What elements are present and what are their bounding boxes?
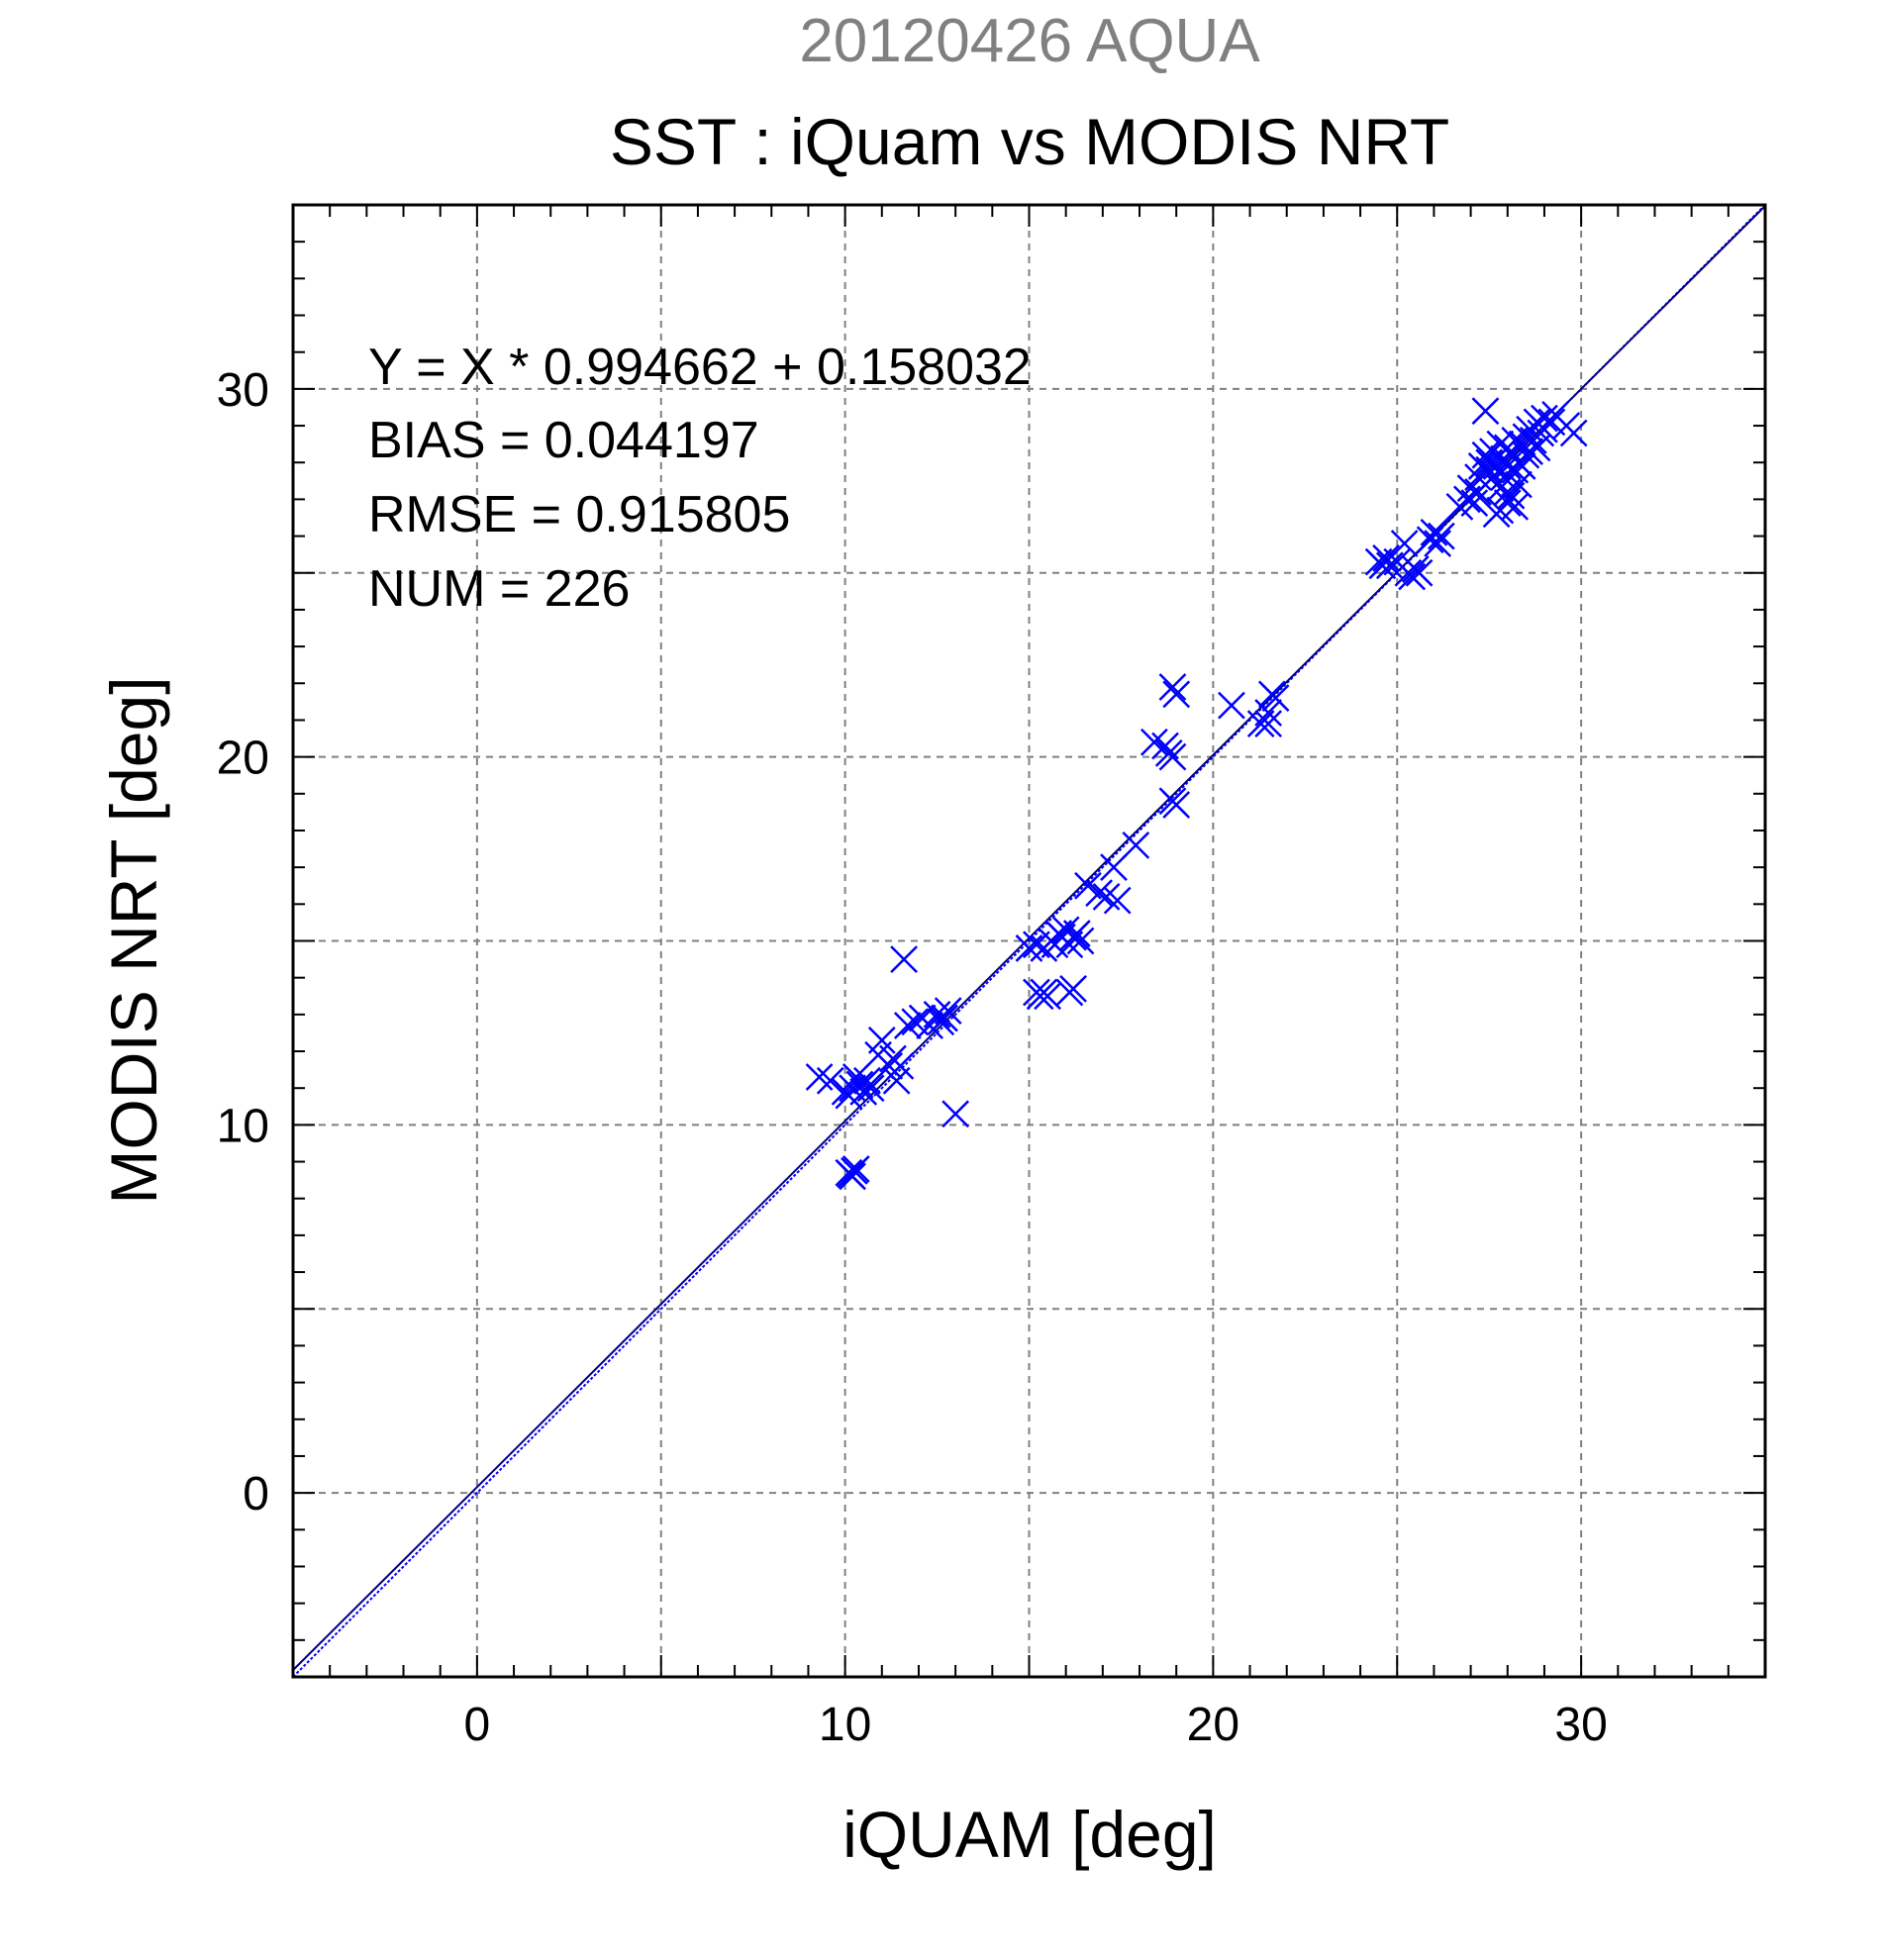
data-point <box>1066 927 1095 955</box>
data-point <box>1420 518 1448 546</box>
data-point <box>1092 883 1121 911</box>
chart-title: SST : iQuam vs MODIS NRT <box>610 105 1449 178</box>
data-point <box>1516 438 1543 465</box>
grid-lines <box>293 205 1765 1677</box>
stats-bias: BIAS = 0.044197 <box>368 412 759 469</box>
data-point <box>1059 974 1087 1003</box>
data-point <box>856 1074 885 1103</box>
x-tick-label: 20 <box>1187 1699 1239 1751</box>
chart-supertitle: 20120426 AQUA <box>799 7 1260 75</box>
data-points <box>805 397 1588 1191</box>
data-point <box>1015 934 1043 962</box>
data-point <box>934 997 962 1026</box>
y-tick-label: 0 <box>243 1468 269 1520</box>
data-point <box>1218 691 1245 720</box>
stats-rmse: RMSE = 0.915805 <box>368 486 790 543</box>
data-point <box>849 1078 878 1106</box>
data-point <box>1479 448 1507 477</box>
data-point <box>1158 742 1187 771</box>
data-point <box>853 1066 881 1095</box>
data-point <box>1464 478 1492 506</box>
data-point <box>1062 920 1091 947</box>
data-point <box>1034 982 1061 1011</box>
data-point <box>886 1052 915 1080</box>
data-point <box>805 1063 834 1091</box>
x-tick-label: 0 <box>464 1699 491 1751</box>
data-point <box>931 1004 958 1032</box>
data-point <box>1261 684 1290 713</box>
data-point <box>890 945 918 973</box>
data-point <box>1100 853 1128 882</box>
data-point <box>867 1026 896 1054</box>
data-point <box>1103 886 1132 915</box>
data-point <box>1508 452 1536 480</box>
data-point <box>1254 710 1283 738</box>
data-point <box>1254 699 1283 727</box>
data-point <box>1085 879 1114 908</box>
y-tick-label: 30 <box>217 364 269 417</box>
data-point <box>923 1000 951 1029</box>
data-point <box>941 1100 970 1128</box>
data-point <box>1162 680 1191 709</box>
y-tick-label: 10 <box>217 1100 269 1152</box>
data-point <box>1416 526 1444 554</box>
data-point <box>1475 455 1504 484</box>
data-point <box>1559 419 1588 447</box>
data-point <box>1140 728 1168 756</box>
y-tick-label: 20 <box>217 733 269 785</box>
data-point <box>1372 543 1400 572</box>
data-point <box>845 1070 874 1099</box>
x-axis-title: iQUAM [deg] <box>842 1798 1217 1871</box>
stats-regression: Y = X * 0.994662 + 0.158032 <box>368 339 1032 396</box>
data-point <box>1460 489 1489 518</box>
data-point <box>1427 522 1455 550</box>
data-point <box>1493 478 1522 506</box>
data-point <box>875 1052 904 1080</box>
data-point <box>1405 558 1434 587</box>
data-point <box>1398 562 1427 591</box>
data-point <box>1390 530 1419 557</box>
data-point <box>1471 397 1500 426</box>
data-point <box>1486 496 1515 525</box>
tick-labels: 0 10 20 30 0 10 20 30 <box>217 364 1608 1751</box>
data-point <box>816 1066 844 1095</box>
plot-frame <box>291 203 1767 1679</box>
x-tick-label: 10 <box>819 1699 871 1751</box>
x-tick-label: 30 <box>1554 1699 1607 1751</box>
data-point <box>1158 673 1187 701</box>
data-point <box>1162 791 1191 819</box>
data-point <box>1424 530 1452 557</box>
data-point <box>1375 551 1404 580</box>
data-point <box>841 1156 868 1185</box>
data-point <box>1122 831 1150 859</box>
stats-num: NUM = 226 <box>368 560 630 618</box>
data-point <box>842 1063 870 1091</box>
y-axis-title: MODIS NRT [deg] <box>97 676 170 1204</box>
data-point <box>1531 404 1558 433</box>
data-point <box>893 1012 922 1039</box>
